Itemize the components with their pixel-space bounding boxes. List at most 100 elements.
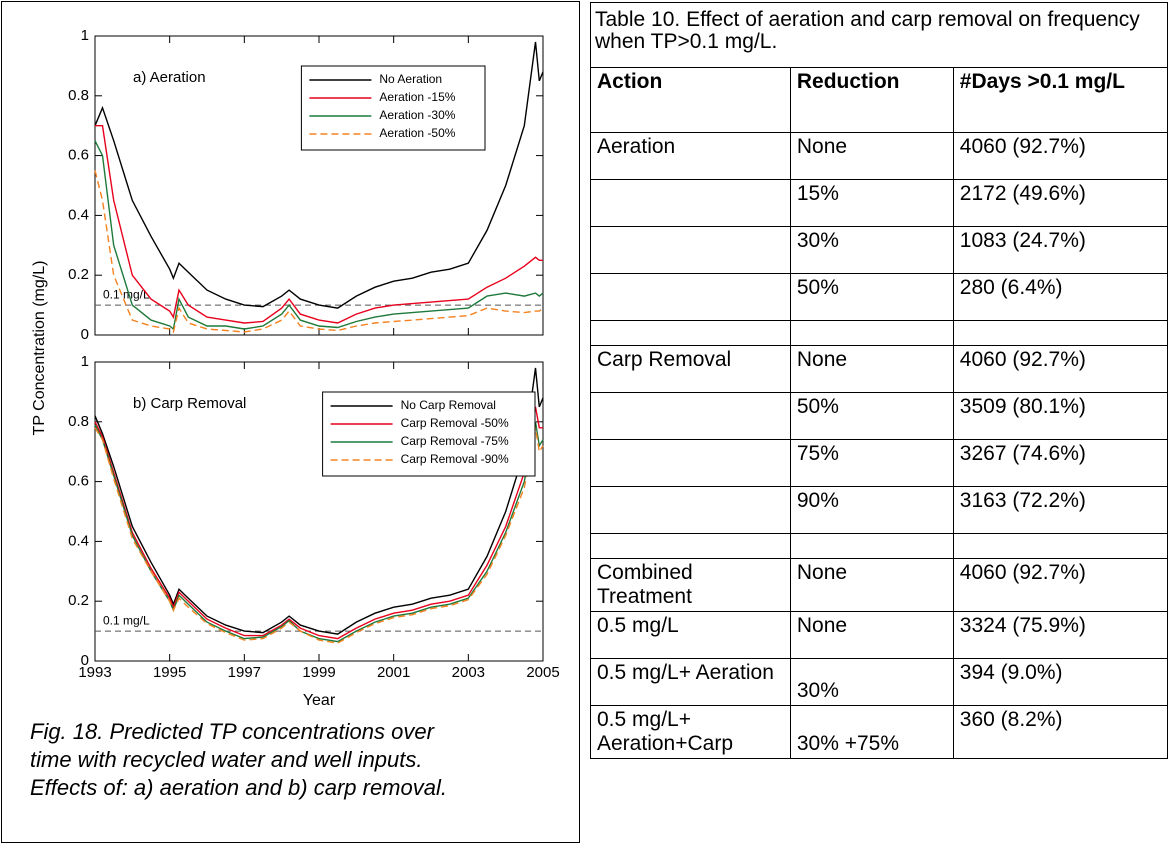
table-cell: Combined Treatment <box>590 558 791 612</box>
legend-label: No Carp Removal <box>401 398 496 412</box>
table-cell: 15% <box>789 179 954 227</box>
y-tick-label: 0.8 <box>68 87 89 104</box>
series-line <box>94 367 544 635</box>
table-cell: 0.5 mg/L <box>590 611 791 659</box>
table-cell <box>590 273 791 321</box>
table-cell: 280 (6.4%) <box>952 273 1169 321</box>
y-tick-label: 0.4 <box>68 532 89 549</box>
table-cell: Aeration <box>590 132 791 180</box>
table-cell: 394 (9.0%) <box>952 658 1169 706</box>
table-cell <box>590 439 791 487</box>
table-header-cell: Action <box>590 67 791 133</box>
x-tick-label: 2001 <box>377 664 410 681</box>
table-row: 0.5 mg/L+ Aeration+Carp 30% +75% 360 (8.2%… <box>590 705 1169 759</box>
table-row: 50% 280 (6.4%) <box>590 273 1169 321</box>
series-line <box>94 140 544 331</box>
table-header-cell: Reduction <box>789 67 954 133</box>
table-title: Table 10. Effect of aeration and carp re… <box>590 2 1168 68</box>
table-cell: 3509 (80.1%) <box>952 392 1169 440</box>
legend-label: Carp Removal -90% <box>401 452 509 466</box>
table-cell: 30% <box>789 658 954 706</box>
y-tick-label: 1 <box>81 353 89 370</box>
table-cell <box>789 320 954 346</box>
reference-label: 0.1 mg/L <box>103 287 150 301</box>
x-tick-label: 1993 <box>78 664 111 681</box>
table-cell: 0.5 mg/L+ Aeration <box>590 658 791 706</box>
table-cell: 4060 (92.7%) <box>952 132 1169 180</box>
table-cell: 90% <box>789 486 954 534</box>
table-cell: 30% +75% <box>789 705 954 759</box>
x-axis-label: Year <box>303 692 336 709</box>
x-tick-label: 1999 <box>302 664 335 681</box>
table-cell: 3324 (75.9%) <box>952 611 1169 659</box>
table-cell <box>952 533 1169 559</box>
panel-label: a) Aeration <box>133 69 206 86</box>
series-line <box>94 406 543 640</box>
table-row: 0.5 mg/L+ Aeration 30% 394 (9.0%) <box>590 658 1169 706</box>
table-cell: 2172 (49.6%) <box>952 179 1169 227</box>
legend-label: Aeration -30% <box>379 108 455 122</box>
table-cell <box>590 226 791 274</box>
table-header-cell: #Days >0.1 mg/L <box>952 67 1169 133</box>
table-cell <box>590 392 791 440</box>
table-cell: 50% <box>789 392 954 440</box>
x-tick-label: 1997 <box>228 664 261 681</box>
figure-panel: 0 0.2 0.4 0.6 0.8 1 0.1 mg/L a) Aeration No Aera… <box>1 1 580 843</box>
series-line <box>94 427 544 644</box>
table-cell <box>590 486 791 534</box>
table-row: 50% 3509 (80.1%) <box>590 392 1169 440</box>
legend-label: Aeration -15% <box>379 90 455 104</box>
table-cell: 50% <box>789 273 954 321</box>
table-header-row: Action Reduction #Days >0.1 mg/L <box>590 67 1169 133</box>
table-row: 90% 3163 (72.2%) <box>590 486 1169 534</box>
table-row: Combined Treatment None 4060 (92.7%) <box>590 558 1169 612</box>
figure-caption: Fig. 18. Predicted TP concentrations ove… <box>30 719 447 800</box>
legend-label: Carp Removal -75% <box>401 434 509 448</box>
table-row: 75% 3267 (74.6%) <box>590 439 1169 487</box>
y-tick-label: 0.6 <box>68 473 89 490</box>
table-cell: None <box>789 132 954 180</box>
table-row: Carp Removal None 4060 (92.7%) <box>590 345 1169 393</box>
table-cell: None <box>789 611 954 659</box>
legend-label: Aeration -50% <box>379 126 455 140</box>
series-line <box>94 41 544 309</box>
table-cell: None <box>789 345 954 393</box>
x-tick-label: 1995 <box>153 664 186 681</box>
table-row: 30% 1083 (24.7%) <box>590 226 1169 274</box>
series-line <box>94 170 544 334</box>
table-cell: 1083 (24.7%) <box>952 226 1169 274</box>
table: Table 10. Effect of aeration and carp re… <box>590 2 1169 759</box>
table-row: 0.5 mg/L None 3324 (75.9%) <box>590 611 1169 659</box>
y-tick-label: 0.4 <box>68 206 89 223</box>
table-cell <box>789 533 954 559</box>
table-cell: 4060 (92.7%) <box>952 345 1169 393</box>
x-tick-label: 2003 <box>452 664 485 681</box>
table-row <box>590 320 1169 346</box>
table-cell: 30% <box>789 226 954 274</box>
table-cell <box>590 320 791 346</box>
table-cell: 360 (8.2%) <box>952 705 1169 759</box>
panel-label: b) Carp Removal <box>133 395 246 412</box>
y-tick-label: 0.2 <box>68 592 89 609</box>
table-cell <box>590 179 791 227</box>
table-cell: 4060 (92.7%) <box>952 558 1169 612</box>
table-cell <box>952 320 1169 346</box>
table-cell: None <box>789 558 954 612</box>
table-row <box>590 533 1169 559</box>
panel-border <box>1 1 580 843</box>
table-cell: 3163 (72.2%) <box>952 486 1169 534</box>
y-tick-label: 0 <box>81 652 89 669</box>
y-axis-label: TP Concentration (mg/L) <box>31 261 48 436</box>
series-line <box>95 125 543 324</box>
table-cell: 75% <box>789 439 954 487</box>
y-tick-label: 0.6 <box>68 147 89 164</box>
table-row: Aeration None 4060 (92.7%) <box>590 132 1169 180</box>
table-cell <box>590 533 791 559</box>
y-tick-label: 0 <box>81 326 89 343</box>
table-title-row: Table 10. Effect of aeration and carp re… <box>590 2 1168 68</box>
y-tick-label: 0.2 <box>68 266 89 283</box>
legend-label: No Aeration <box>379 72 442 86</box>
legend-label: Carp Removal -50% <box>401 416 509 430</box>
table-cell: Carp Removal <box>590 345 791 393</box>
